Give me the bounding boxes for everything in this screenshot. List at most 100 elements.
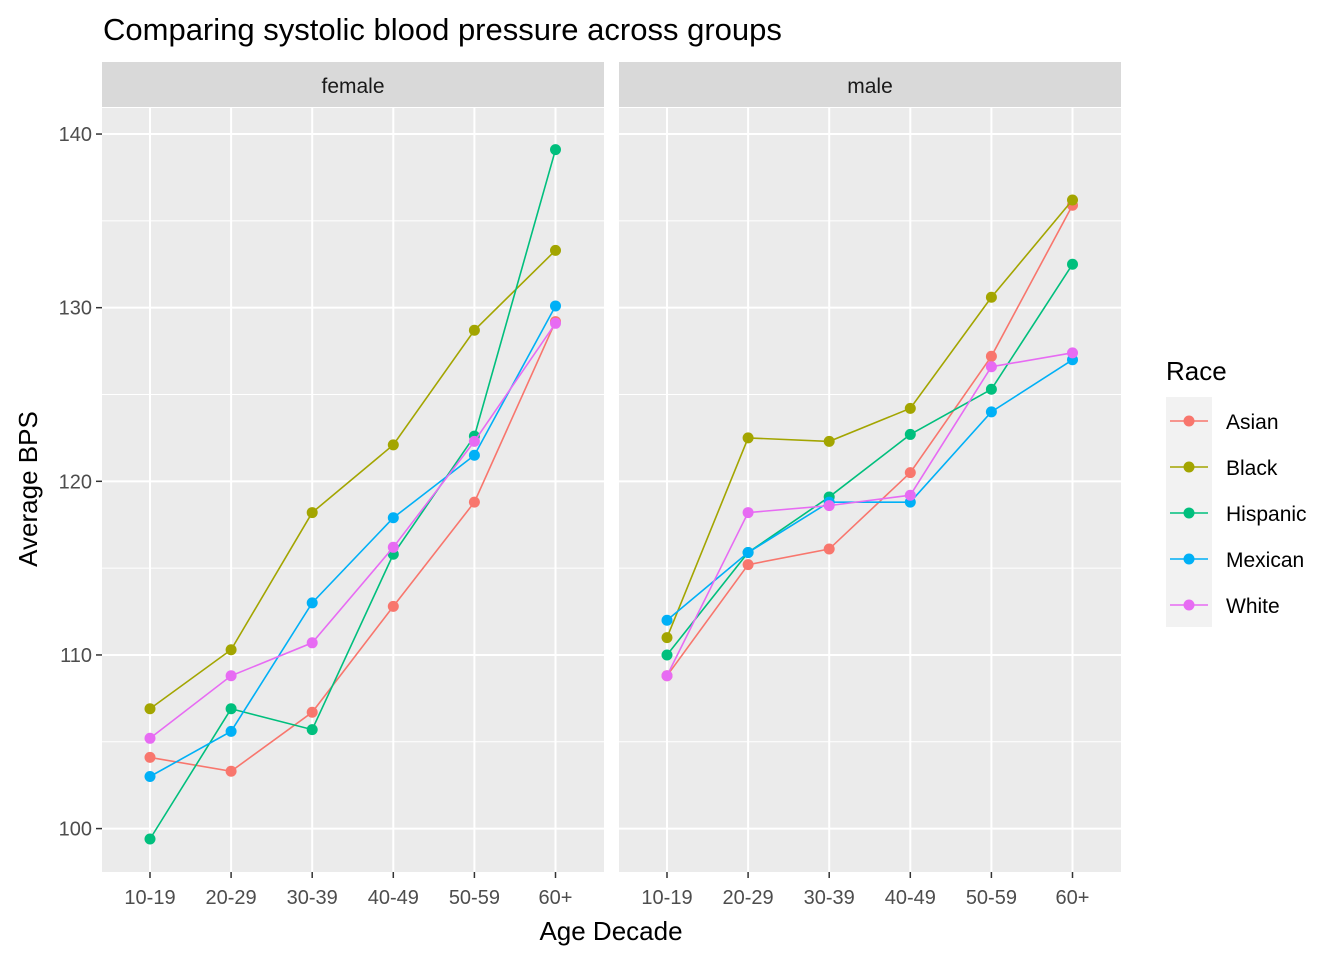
x-tick-label: 40-49 <box>885 887 936 909</box>
x-tick-label: 20-29 <box>723 887 774 909</box>
data-point-white <box>823 500 835 512</box>
data-point-hispanic <box>985 383 997 395</box>
data-point-black <box>387 439 399 451</box>
x-tick-label: 60+ <box>539 887 573 909</box>
data-point-mexican <box>225 725 237 737</box>
data-point-white <box>550 317 561 329</box>
data-point-hispanic <box>225 703 237 715</box>
y-tick-label: 110 <box>60 645 92 667</box>
data-point-white <box>1067 347 1078 359</box>
series-line-asian-female <box>149 321 557 773</box>
data-point-white <box>387 541 399 553</box>
legend-label-white: White <box>1226 595 1280 618</box>
strip-male <box>619 62 1121 107</box>
data-point-mexican <box>661 614 673 626</box>
series-line-mexican-female <box>149 305 557 778</box>
panel-male: male 10-19 20-29 30-39 40-49 50-59 60+ <box>619 62 1121 909</box>
data-point-white <box>904 489 916 501</box>
x-tick-label: 30-39 <box>287 887 338 909</box>
data-point-black <box>144 703 156 715</box>
data-point-asian <box>985 350 997 362</box>
panel-background-female <box>102 108 604 872</box>
data-point-asian <box>823 543 835 555</box>
data-point-white <box>468 435 480 447</box>
legend-title: Race <box>1166 356 1227 386</box>
strip-label-female: female <box>321 75 384 98</box>
data-point-white <box>144 732 156 744</box>
x-tick-label: 10-19 <box>124 887 175 909</box>
data-point-asian <box>904 467 916 479</box>
data-point-asian <box>225 765 237 777</box>
x-tick-label: 20-29 <box>206 887 257 909</box>
legend: Race Asian Black Hispanic Mexican White <box>1166 356 1307 627</box>
data-point-hispanic <box>306 724 318 736</box>
x-tick-label: 40-49 <box>368 887 419 909</box>
panels-layer: female 10-19 20-29 30-39 40-49 50-59 60+ male 10… <box>102 62 1121 909</box>
legend-label-hispanic: Hispanic <box>1226 503 1307 526</box>
x-tick-label: 50-59 <box>966 887 1017 909</box>
data-point-white <box>225 670 237 682</box>
data-point-hispanic <box>904 428 916 440</box>
x-tick-label: 60+ <box>1056 887 1090 909</box>
series-line-hispanic-female <box>149 149 557 840</box>
series-line-hispanic-male <box>666 263 1074 656</box>
data-point-hispanic <box>550 144 561 156</box>
data-point-mexican <box>144 771 156 782</box>
data-point-mexican <box>985 406 997 418</box>
data-point-white <box>742 507 754 519</box>
data-point-mexican <box>387 512 399 524</box>
data-point-asian <box>742 559 754 571</box>
data-point-hispanic <box>661 649 673 661</box>
y-tick-label: 120 <box>59 471 92 493</box>
data-point-white <box>306 637 318 649</box>
data-point-black <box>468 324 480 336</box>
data-point-asian <box>306 706 318 718</box>
strip-female <box>102 62 604 107</box>
data-point-black <box>306 507 318 519</box>
data-point-hispanic <box>1067 258 1078 270</box>
data-point-black <box>742 432 754 444</box>
series-line-black-male <box>666 199 1074 638</box>
legend-label-asian: Asian <box>1226 411 1279 434</box>
series-line-white-male <box>666 352 1073 677</box>
strip-label-male: male <box>847 75 893 98</box>
data-point-asian <box>387 600 399 612</box>
series-line-asian-male <box>666 204 1074 677</box>
legend-label-black: Black <box>1226 457 1278 480</box>
y-axis: 100 110 120 130 140 <box>59 124 102 841</box>
data-point-black <box>225 644 237 656</box>
legend-key-point <box>1183 507 1195 519</box>
x-axis-title: Age Decade <box>539 916 682 946</box>
data-point-hispanic <box>144 833 156 845</box>
legend-key-point <box>1183 415 1195 427</box>
data-point-black <box>1067 194 1078 206</box>
data-point-black <box>985 291 997 303</box>
x-tick-label: 30-39 <box>804 887 855 909</box>
data-point-white <box>661 670 673 682</box>
y-tick-label: 130 <box>59 298 92 320</box>
legend-label-mexican: Mexican <box>1226 549 1304 572</box>
data-point-mexican <box>550 300 561 312</box>
x-tick-label: 50-59 <box>449 887 500 909</box>
data-point-black <box>823 435 835 447</box>
y-axis-title: Average BPS <box>13 411 43 567</box>
legend-key-point <box>1183 553 1195 565</box>
legend-key-point <box>1183 461 1195 473</box>
data-point-white <box>985 361 997 373</box>
data-point-asian <box>144 751 156 763</box>
data-point-black <box>904 402 916 414</box>
y-tick-label: 140 <box>59 124 92 146</box>
panel-background-male <box>619 108 1121 872</box>
chart-title: Comparing systolic blood pressure across… <box>103 12 782 47</box>
data-point-black <box>661 632 673 644</box>
data-point-black <box>550 244 561 256</box>
panel-female: female 10-19 20-29 30-39 40-49 50-59 60+ <box>102 62 604 909</box>
series-line-black-female <box>149 249 557 710</box>
x-tick-label: 10-19 <box>641 887 692 909</box>
data-point-mexican <box>468 449 480 461</box>
data-point-asian <box>468 496 480 508</box>
data-point-mexican <box>742 547 754 559</box>
series-line-white-female <box>149 322 557 739</box>
series-line-mexican-male <box>666 359 1073 621</box>
